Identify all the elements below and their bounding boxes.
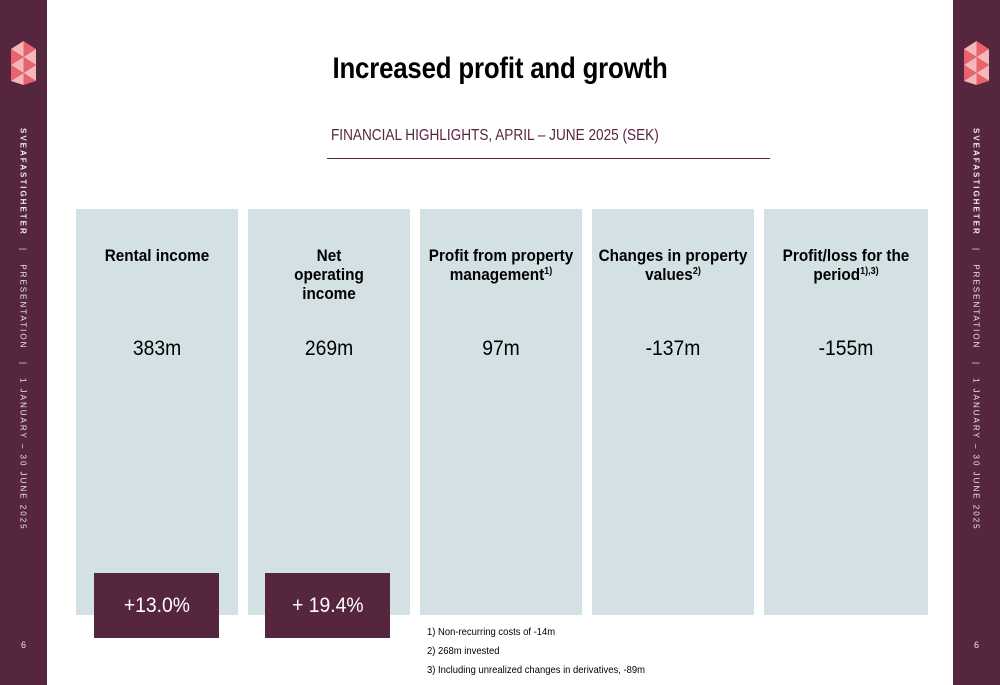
card-net-operating-income: Net operating income 269m (248, 209, 410, 615)
card-value: 383m (132, 337, 182, 360)
card-changes-property-values: Changes in property values2) -137m (592, 209, 754, 615)
sidebar-separator: | (18, 248, 28, 253)
card-title: Changes in property values2) (598, 246, 748, 284)
footnote: 1) Non-recurring costs of -14m (427, 626, 556, 638)
card-title: Rental income (104, 246, 210, 265)
sidebar-separator: | (18, 361, 28, 366)
page-number: 6 (20, 640, 26, 650)
left-sidebar: SVEAFASTIGHETER | PRESENTATION | 1 JANUA… (0, 0, 47, 685)
page-title: Increased profit and growth (332, 52, 668, 85)
sidebar-separator: | (971, 248, 981, 253)
sidebar-section: PRESENTATION (18, 264, 28, 350)
page-subtitle: FINANCIAL HIGHLIGHTS, APRIL – JUNE 2025 … (331, 127, 659, 144)
page-number: 6 (973, 640, 979, 650)
sidebar-vertical-caption: SVEAFASTIGHETER | PRESENTATION | 1 JANUA… (972, 128, 981, 531)
card-profit-property-management: Profit from property management1) 97m (420, 209, 582, 615)
sidebar-section: PRESENTATION (971, 264, 981, 350)
card-title: Profit/loss for the period1),3) (782, 246, 910, 284)
card-value: 97m (482, 337, 520, 360)
sidebar-brand: SVEAFASTIGHETER (971, 128, 981, 236)
card-title: Profit from property management1) (428, 246, 574, 284)
sidebar-vertical-caption: SVEAFASTIGHETER | PRESENTATION | 1 JANUA… (19, 128, 28, 531)
rental-income-growth-badge: +13.0% (94, 573, 219, 638)
sidebar-separator: | (971, 361, 981, 366)
card-rental-income: Rental income 383m (76, 209, 238, 615)
sidebar-period: 1 JANUARY – 30 JUNE 2025 (18, 377, 28, 531)
net-operating-income-growth-badge: + 19.4% (265, 573, 390, 638)
card-profit-loss-period: Profit/loss for the period1),3) -155m (764, 209, 928, 615)
sidebar-period: 1 JANUARY – 30 JUNE 2025 (971, 377, 981, 531)
footnote: 2) 268m invested (427, 645, 500, 657)
right-sidebar: SVEAFASTIGHETER | PRESENTATION | 1 JANUA… (953, 0, 1000, 685)
footnotes: 1) Non-recurring costs of -14m 2) 268m i… (427, 623, 645, 680)
card-value: -137m (645, 337, 701, 360)
footnote: 3) Including unrealized changes in deriv… (427, 664, 645, 676)
sidebar-brand: SVEAFASTIGHETER (18, 128, 28, 236)
card-title: Net operating income (294, 246, 364, 303)
company-logo-icon (11, 41, 36, 85)
company-logo-icon (964, 41, 989, 85)
card-value: -155m (818, 337, 874, 360)
subtitle-underline (327, 158, 770, 159)
card-value: 269m (304, 337, 354, 360)
